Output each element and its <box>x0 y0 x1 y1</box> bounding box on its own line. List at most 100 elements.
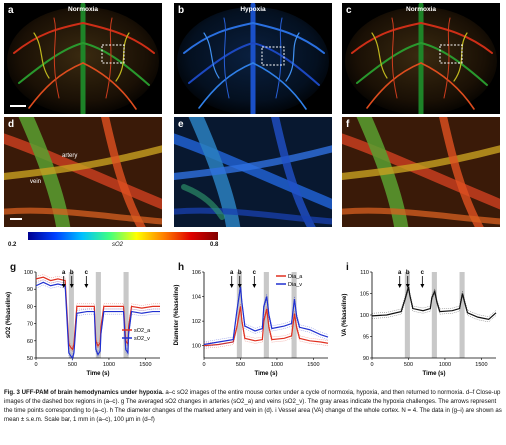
x-tick-label: 1500 <box>139 362 151 368</box>
y-tick-label: 90 <box>363 356 369 362</box>
hypoxia-period-band <box>431 272 437 358</box>
panel-f-closeup-image: f <box>342 117 500 227</box>
arrow-label: a <box>62 270 66 276</box>
series-error-band <box>203 308 329 349</box>
series-line <box>203 286 329 346</box>
x-tick-label: 500 <box>404 362 413 368</box>
y-tick-label: 106 <box>192 270 201 276</box>
hypoxia-period-band <box>263 272 269 358</box>
closeup-normoxia-return <box>342 117 500 227</box>
panel-d-closeup-image: d artery vein <box>4 117 162 227</box>
panel-letter: f <box>346 119 350 130</box>
panel-title: Normoxia <box>68 6 98 13</box>
panel-letter: d <box>8 119 15 130</box>
y-tick-label: 50 <box>27 356 33 362</box>
y-tick-label: 110 <box>360 270 369 276</box>
cortex-image-hypoxia <box>174 3 332 114</box>
panel-b-hypoxia-image: b Hypoxia <box>174 3 332 114</box>
arrow-head <box>229 284 234 288</box>
colorbar <box>28 232 218 240</box>
panel-h-chart: h 0 500 1000 1500 100 102 104 106 Time (s) Diamet… <box>170 258 336 384</box>
arrow-label: b <box>406 270 410 276</box>
panel-e-closeup-image: e <box>174 117 332 227</box>
x-tick-label: 1000 <box>439 362 451 368</box>
hypoxia-period-band <box>459 272 465 358</box>
arrow-label: a <box>230 270 234 276</box>
y-tick-label: 60 <box>27 339 33 345</box>
series-line <box>371 286 497 320</box>
panel-letter: a <box>8 5 14 16</box>
x-tick-label: 1500 <box>475 362 487 368</box>
panel-letter: c <box>346 5 352 16</box>
x-axis-label: Time (s) <box>255 371 278 377</box>
vein-label: vein <box>30 179 42 185</box>
y-axis-label: VA (%baseline) <box>342 294 348 337</box>
closeup-hypoxia <box>174 117 332 227</box>
y-tick-label: 102 <box>192 319 201 325</box>
arrow-head <box>252 284 257 288</box>
arrow-label: c <box>253 270 257 276</box>
x-axis-label: Time (s) <box>423 371 446 377</box>
arrow-head <box>397 284 402 288</box>
y-tick-label: 95 <box>363 335 369 341</box>
panel-letter: e <box>178 119 184 130</box>
series-error-band <box>371 289 497 323</box>
x-tick-label: 1500 <box>307 362 319 368</box>
y-tick-label: 100 <box>360 313 369 319</box>
arrow-label: c <box>421 270 425 276</box>
x-axis-label: Time (s) <box>87 371 110 377</box>
x-tick-label: 1000 <box>103 362 115 368</box>
panel-title: Hypoxia <box>240 6 266 13</box>
hypoxia-period-band <box>123 272 129 358</box>
arrow-label: c <box>85 270 89 276</box>
caption-body: a–c sO2 images of the entire mouse corte… <box>4 389 502 423</box>
legend-label: Dia_a <box>288 274 303 280</box>
hypoxia-period-band <box>95 272 101 358</box>
legend-label: sO2_v <box>134 336 150 342</box>
x-tick-label: 0 <box>34 362 37 368</box>
series-line <box>35 281 160 360</box>
series-error-band <box>203 303 329 344</box>
panel-a-normoxia-image: a Normoxia <box>4 3 162 114</box>
y-tick-label: 105 <box>360 292 369 298</box>
hypoxia-period-band <box>68 272 74 358</box>
colorbar-min-label: 0.2 <box>8 242 17 248</box>
arrow-label: b <box>238 270 242 276</box>
arrow-head <box>69 284 74 288</box>
y-tick-label: 90 <box>27 287 33 293</box>
x-tick-label: 1000 <box>271 362 283 368</box>
panel-c-normoxia-image: c Normoxia <box>342 3 500 114</box>
y-tick-label: 70 <box>27 322 33 328</box>
dashed-box <box>101 44 125 64</box>
cortex-image-normoxia-return <box>342 3 500 114</box>
dashed-box <box>261 46 285 66</box>
hypoxia-period-band <box>404 272 410 358</box>
y-axis-label: sO2 (%baseline) <box>6 292 12 338</box>
y-tick-label: 100 <box>24 270 33 276</box>
arrow-head <box>237 284 242 288</box>
series-error-band <box>371 284 497 317</box>
figure-caption: Fig. 3 UFF-PAM of brain hemodynamics und… <box>4 388 502 424</box>
panel-g-chart: g 0 500 1000 1500 50 60 70 80 90 100 Time (s) sO2 (… <box>2 258 168 384</box>
colorbar-max-label: 0.8 <box>210 242 219 248</box>
x-tick-label: 0 <box>370 362 373 368</box>
series-line <box>203 306 329 347</box>
arrow-head <box>405 284 410 288</box>
x-tick-label: 500 <box>68 362 77 368</box>
closeup-normoxia <box>4 117 162 227</box>
arrow-head <box>420 284 425 288</box>
x-tick-label: 0 <box>202 362 205 368</box>
x-tick-label: 500 <box>236 362 245 368</box>
vessel-area-chart: 0 500 1000 1500 90 95 100 105 110 Time (s) VA (%ba… <box>342 270 497 377</box>
y-tick-label: 104 <box>192 295 201 301</box>
legend-label: Dia_v <box>288 282 302 288</box>
panel-letter: b <box>178 5 185 16</box>
arrow-head <box>84 284 89 288</box>
arrow-label: b <box>70 270 74 276</box>
panel-i-chart: i 0 500 1000 1500 90 95 100 105 110 Time (s) VA (%… <box>338 258 504 384</box>
y-tick-label: 80 <box>27 304 33 310</box>
arrow-label: a <box>398 270 402 276</box>
legend-label: sO2_a <box>134 328 151 334</box>
panel-title: Normoxia <box>406 6 436 13</box>
colorbar-title: sO2 <box>112 242 124 248</box>
